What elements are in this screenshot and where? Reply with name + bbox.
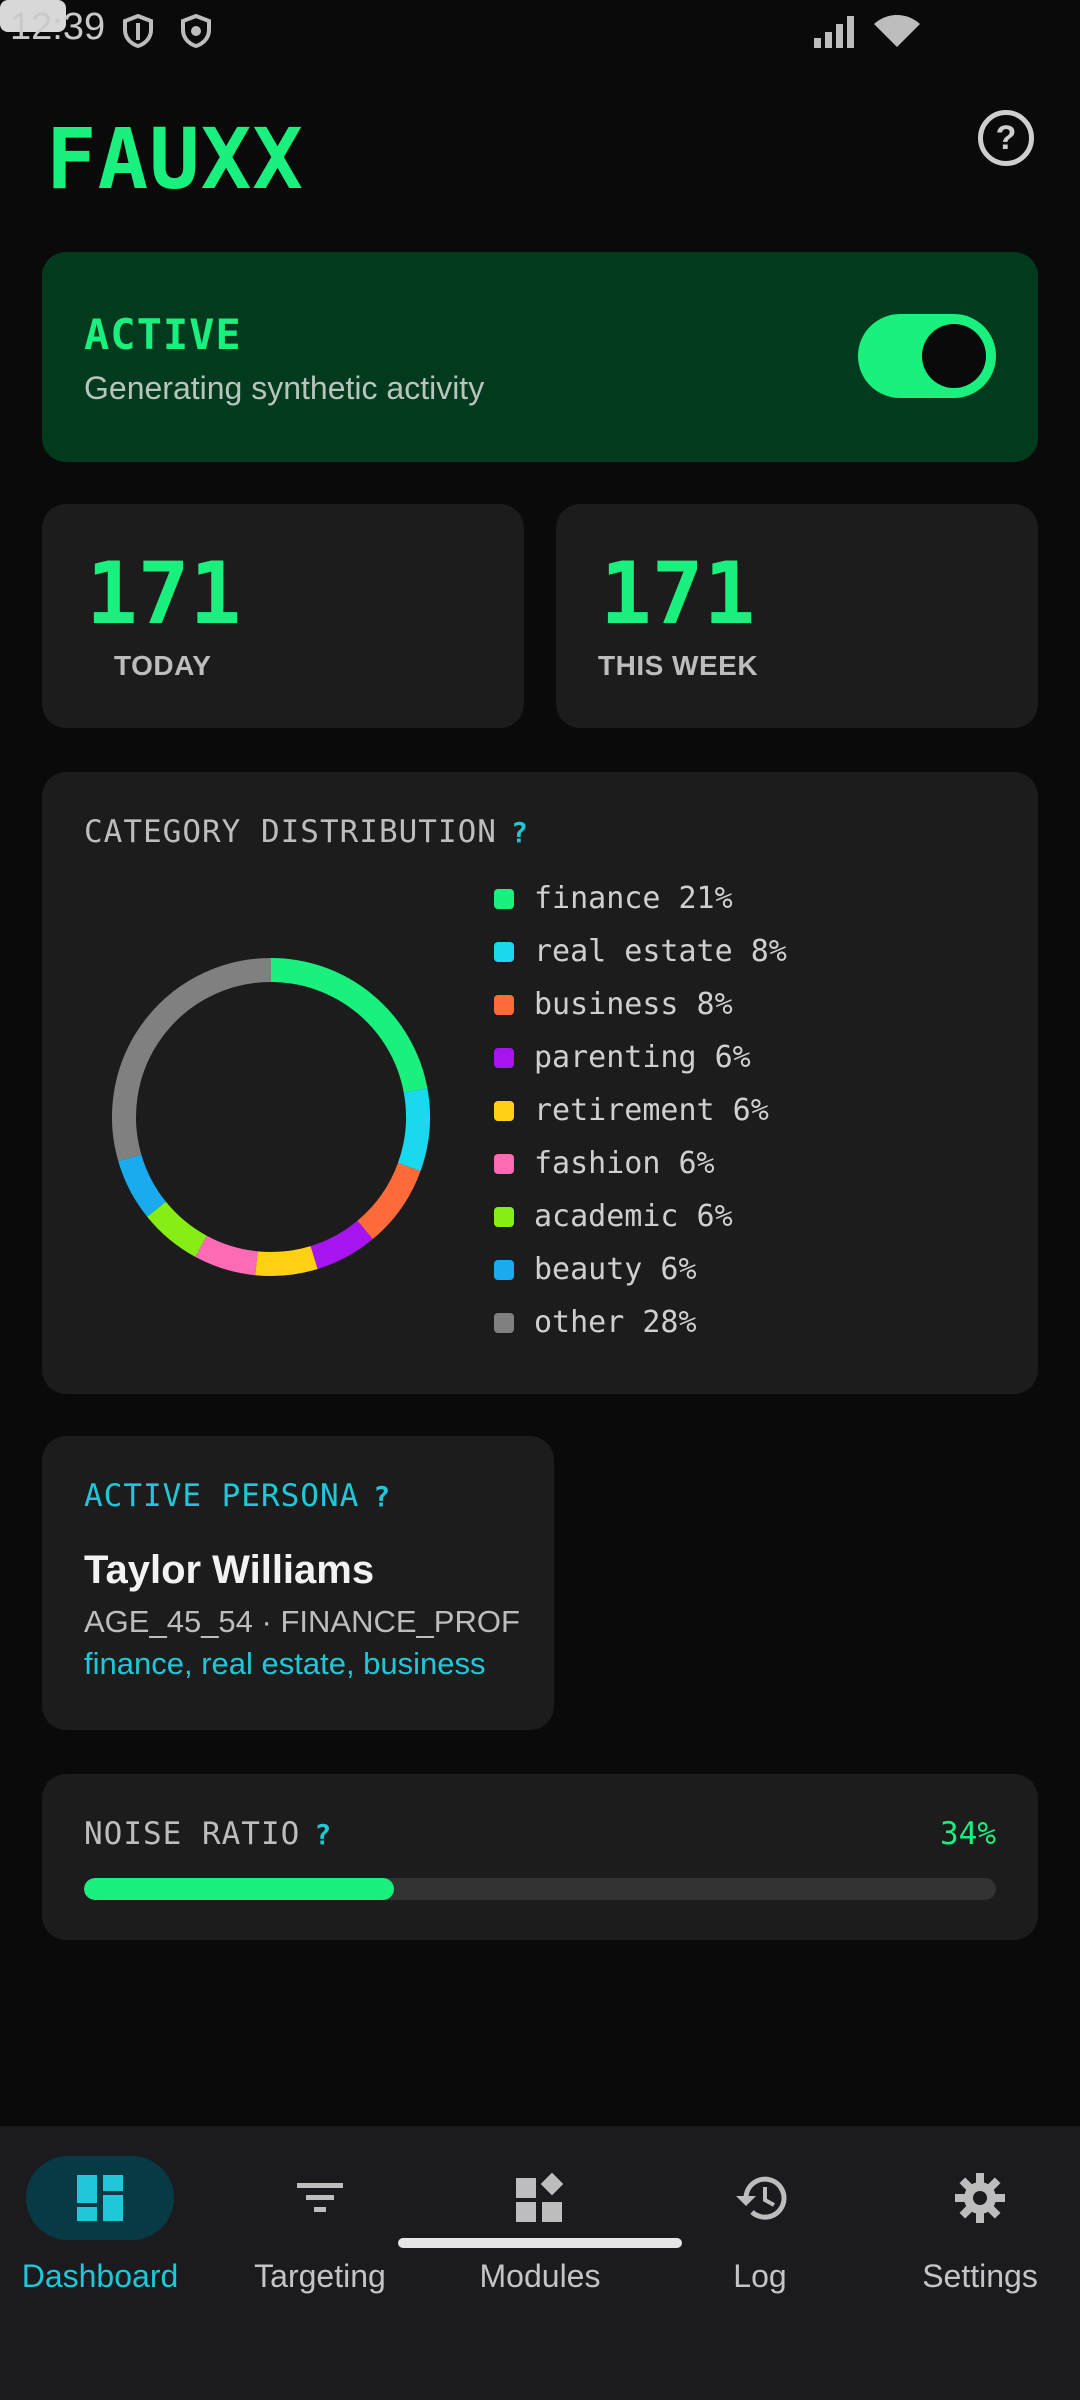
legend-swatch — [494, 1100, 514, 1121]
active-status-card: ACTIVE Generating synthetic activity — [42, 252, 1038, 462]
donut-slice-real-estate — [397, 1088, 430, 1172]
legend-swatch — [494, 1047, 514, 1068]
dashboard-icon — [77, 2175, 123, 2221]
category-legend: finance 21% real estate 8% business 8% pare… — [494, 872, 787, 1349]
nav-pill — [26, 2156, 174, 2240]
persona-title: ACTIVE PERSONA — [84, 1478, 360, 1514]
persona-interests: finance, real estate, business — [84, 1646, 486, 1681]
category-help-icon[interactable]: ? — [510, 816, 529, 849]
nav-targeting[interactable]: Targeting — [212, 2156, 428, 2316]
nav-log[interactable]: Log — [652, 2156, 868, 2316]
legend-item-real-estate: real estate 8% — [494, 925, 787, 978]
legend-item-finance: finance 21% — [494, 872, 787, 925]
filter-icon — [297, 2183, 343, 2212]
legend-label: real estate 8% — [534, 934, 787, 969]
nav-pill — [906, 2156, 1054, 2240]
legend-item-other: other 28% — [494, 1296, 787, 1349]
widgets-icon — [516, 2172, 564, 2222]
legend-swatch — [494, 888, 514, 909]
nav-label: Targeting — [254, 2258, 386, 2294]
legend-label: finance 21% — [534, 881, 733, 916]
noise-progress-fill — [84, 1878, 395, 1900]
noise-ratio-card: NOISE RATIO? 34% — [42, 1774, 1038, 1940]
persona-help-icon[interactable]: ? — [373, 1480, 392, 1513]
legend-label: academic 6% — [534, 1199, 733, 1234]
active-toggle[interactable] — [858, 314, 996, 398]
donut-slice-fashion — [195, 1235, 258, 1276]
legend-swatch — [494, 1153, 514, 1174]
legend-swatch — [494, 994, 514, 1015]
gear-icon — [955, 2173, 1005, 2223]
legend-label: other 28% — [534, 1305, 697, 1340]
history-icon — [736, 2176, 787, 2220]
legend-item-beauty: beauty 6% — [494, 1243, 787, 1296]
active-persona-card: ACTIVE PERSONA? Taylor Williams AGE_45_5… — [42, 1436, 554, 1730]
noise-title: NOISE RATIO — [84, 1816, 301, 1852]
donut-slice-other — [112, 958, 272, 1162]
status-bar: 12:39 — [0, 0, 1080, 62]
legend-label: fashion 6% — [534, 1146, 715, 1181]
stat-value: 171 — [600, 544, 756, 644]
nav-label: Settings — [922, 2258, 1038, 2294]
category-donut-chart — [112, 958, 430, 1276]
category-title: CATEGORY DISTRIBUTION — [84, 814, 497, 850]
nav-pill — [466, 2156, 614, 2240]
legend-swatch — [494, 941, 514, 962]
nav-settings[interactable]: Settings — [872, 2156, 1080, 2316]
persona-meta: AGE_45_54 · FINANCE_PROF — [84, 1604, 520, 1639]
help-circle-icon[interactable]: ? — [978, 110, 1034, 166]
app-title: FAUXX — [46, 110, 304, 208]
nav-label: Dashboard — [21, 2258, 179, 2294]
noise-title-row: NOISE RATIO? — [84, 1816, 332, 1852]
legend-label: retirement 6% — [534, 1093, 769, 1128]
persona-title-row: ACTIVE PERSONA? — [84, 1478, 391, 1514]
category-title-row: CATEGORY DISTRIBUTION? — [84, 814, 529, 850]
legend-item-business: business 8% — [494, 978, 787, 1031]
legend-label: business 8% — [534, 987, 733, 1022]
noise-help-icon[interactable]: ? — [314, 1818, 333, 1851]
stat-card-week: 171 THIS WEEK — [556, 504, 1038, 728]
signal-icon — [814, 16, 854, 48]
stat-card-today: 171 TODAY — [42, 504, 524, 728]
status-time: 12:39 — [10, 6, 106, 48]
nav-modules[interactable]: Modules — [432, 2156, 648, 2316]
toggle-knob — [922, 324, 986, 388]
legend-item-retirement: retirement 6% — [494, 1084, 787, 1137]
noise-progress-track — [84, 1878, 996, 1900]
donut-slice-beauty — [118, 1154, 167, 1217]
legend-swatch — [494, 1259, 514, 1280]
home-indicator[interactable] — [398, 2238, 682, 2248]
bottom-navigation: Dashboard Targeting Modules — [0, 2126, 1080, 2400]
noise-percent: 34% — [940, 1816, 996, 1852]
stat-label: THIS WEEK — [598, 650, 759, 681]
legend-item-parenting: parenting 6% — [494, 1031, 787, 1084]
nav-label: Modules — [479, 2258, 601, 2294]
legend-label: parenting 6% — [534, 1040, 751, 1075]
persona-name: Taylor Williams — [84, 1548, 375, 1592]
nav-pill — [246, 2156, 394, 2240]
stat-label: TODAY — [114, 650, 212, 681]
active-subtitle: Generating synthetic activity — [84, 370, 485, 406]
donut-slice-retirement — [255, 1245, 318, 1276]
legend-swatch — [494, 1312, 514, 1333]
shield-icon — [181, 14, 211, 48]
wifi-icon — [874, 15, 920, 47]
shield-icon — [123, 14, 153, 48]
stat-value: 171 — [86, 544, 242, 644]
legend-swatch — [494, 1206, 514, 1227]
donut-slice-business — [357, 1162, 421, 1240]
active-label: ACTIVE — [84, 310, 242, 359]
nav-dashboard[interactable]: Dashboard — [0, 2156, 208, 2316]
legend-item-fashion: fashion 6% — [494, 1137, 787, 1190]
nav-label: Log — [733, 2258, 787, 2294]
legend-label: beauty 6% — [534, 1252, 697, 1287]
legend-item-academic: academic 6% — [494, 1190, 787, 1243]
battery-icon — [0, 0, 66, 32]
donut-slice-academic — [147, 1201, 208, 1257]
donut-slice-finance — [270, 958, 428, 1093]
donut-slice-parenting — [310, 1220, 373, 1270]
category-distribution-card: CATEGORY DISTRIBUTION? finance 21% real e… — [42, 772, 1038, 1394]
nav-pill — [686, 2156, 834, 2240]
